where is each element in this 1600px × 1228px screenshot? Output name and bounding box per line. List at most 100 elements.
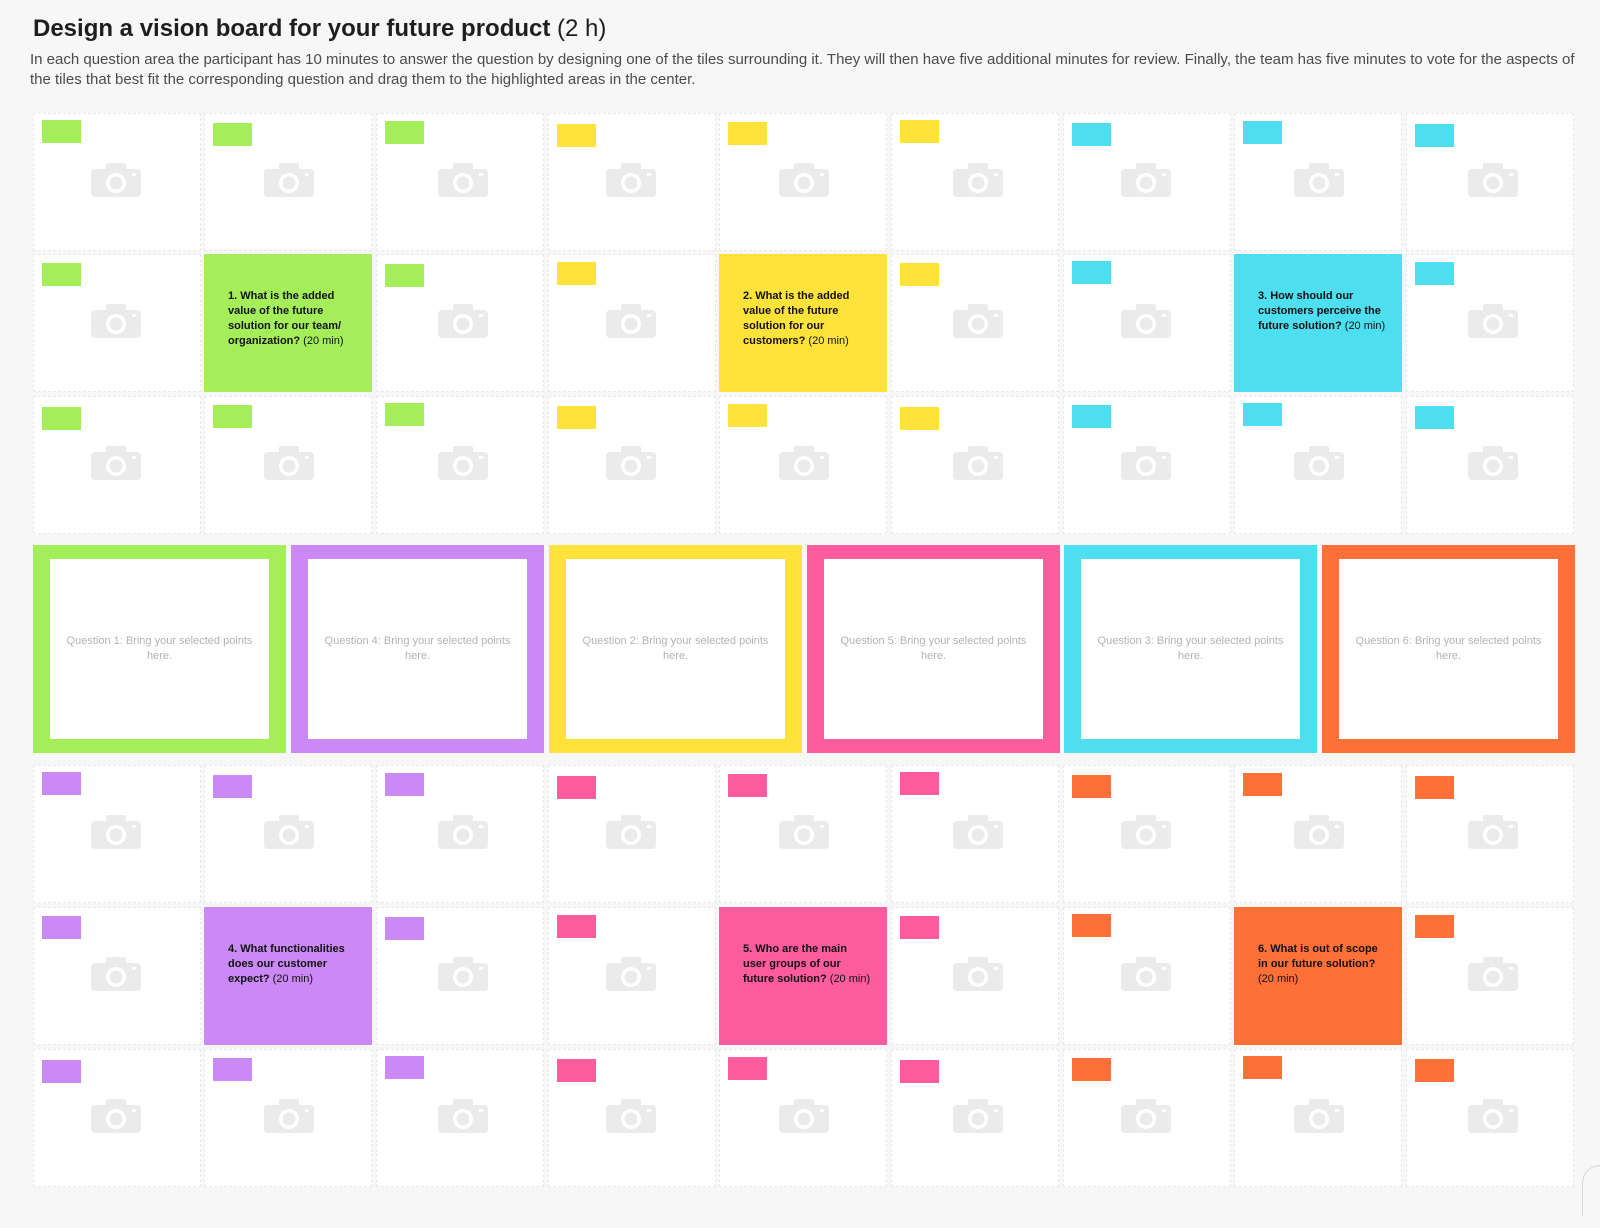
color-tag[interactable] <box>385 121 424 144</box>
color-tag[interactable] <box>213 775 252 798</box>
color-tag[interactable] <box>557 406 596 429</box>
tile-placeholder[interactable] <box>548 113 716 251</box>
color-tag[interactable] <box>42 407 81 430</box>
color-tag[interactable] <box>1415 1059 1454 1082</box>
tile-placeholder[interactable] <box>719 113 887 251</box>
color-tag[interactable] <box>1415 915 1454 938</box>
color-tag[interactable] <box>1243 121 1282 144</box>
tile-placeholder[interactable] <box>719 396 887 534</box>
color-tag[interactable] <box>900 120 939 143</box>
color-tag[interactable] <box>557 915 596 938</box>
question-note-5[interactable]: 5. Who are the main user groups of our f… <box>719 907 887 1045</box>
tile-placeholder[interactable] <box>1063 907 1231 1045</box>
color-tag[interactable] <box>900 1060 939 1083</box>
resize-handle[interactable] <box>1582 1165 1600 1216</box>
drop-zone-2[interactable]: Question 4: Bring your selected points h… <box>291 545 544 753</box>
color-tag[interactable] <box>1243 773 1282 796</box>
question-note-2[interactable]: 2. What is the added value of the future… <box>719 254 887 392</box>
color-tag[interactable] <box>900 916 939 939</box>
tile-placeholder[interactable] <box>33 1049 201 1187</box>
color-tag[interactable] <box>1072 123 1111 146</box>
tile-placeholder[interactable] <box>376 254 544 392</box>
drop-zone-3[interactable]: Question 2: Bring your selected points h… <box>549 545 802 753</box>
color-tag[interactable] <box>1415 406 1454 429</box>
tile-placeholder[interactable] <box>1234 765 1402 903</box>
tile-placeholder[interactable] <box>1234 113 1402 251</box>
tile-placeholder[interactable] <box>1406 254 1574 392</box>
color-tag[interactable] <box>557 262 596 285</box>
color-tag[interactable] <box>1072 405 1111 428</box>
tile-placeholder[interactable] <box>548 254 716 392</box>
color-tag[interactable] <box>42 772 81 795</box>
color-tag[interactable] <box>213 1058 252 1081</box>
tile-placeholder[interactable] <box>719 765 887 903</box>
question-note-1[interactable]: 1. What is the added value of the future… <box>204 254 372 392</box>
color-tag[interactable] <box>728 1057 767 1080</box>
tile-placeholder[interactable] <box>1063 254 1231 392</box>
tile-placeholder[interactable] <box>1063 396 1231 534</box>
color-tag[interactable] <box>1072 775 1111 798</box>
color-tag[interactable] <box>385 917 424 940</box>
color-tag[interactable] <box>1072 1058 1111 1081</box>
color-tag[interactable] <box>213 123 252 146</box>
tile-placeholder[interactable] <box>1406 396 1574 534</box>
question-note-4[interactable]: 4. What functionalities does our custome… <box>204 907 372 1045</box>
color-tag[interactable] <box>728 122 767 145</box>
color-tag[interactable] <box>1072 914 1111 937</box>
tile-placeholder[interactable] <box>891 113 1059 251</box>
tile-placeholder[interactable] <box>376 907 544 1045</box>
question-note-3[interactable]: 3. How should our customers perceive the… <box>1234 254 1402 392</box>
tile-placeholder[interactable] <box>376 113 544 251</box>
color-tag[interactable] <box>1415 124 1454 147</box>
question-note-6[interactable]: 6. What is out of scope in our future so… <box>1234 907 1402 1045</box>
tile-placeholder[interactable] <box>376 396 544 534</box>
color-tag[interactable] <box>42 1060 81 1083</box>
tile-placeholder[interactable] <box>204 396 372 534</box>
tile-placeholder[interactable] <box>204 765 372 903</box>
color-tag[interactable] <box>1415 776 1454 799</box>
color-tag[interactable] <box>42 120 81 143</box>
tile-placeholder[interactable] <box>376 765 544 903</box>
tile-placeholder[interactable] <box>204 1049 372 1187</box>
color-tag[interactable] <box>385 1056 424 1079</box>
drop-zone-6[interactable]: Question 6: Bring your selected points h… <box>1322 545 1575 753</box>
tile-placeholder[interactable] <box>33 765 201 903</box>
color-tag[interactable] <box>557 1059 596 1082</box>
color-tag[interactable] <box>728 774 767 797</box>
tile-placeholder[interactable] <box>891 765 1059 903</box>
drop-zone-5[interactable]: Question 3: Bring your selected points h… <box>1064 545 1317 753</box>
tile-placeholder[interactable] <box>33 907 201 1045</box>
tile-placeholder[interactable] <box>1063 765 1231 903</box>
tile-placeholder[interactable] <box>33 113 201 251</box>
color-tag[interactable] <box>900 772 939 795</box>
tile-placeholder[interactable] <box>891 907 1059 1045</box>
tile-placeholder[interactable] <box>548 396 716 534</box>
color-tag[interactable] <box>900 407 939 430</box>
tile-placeholder[interactable] <box>891 396 1059 534</box>
color-tag[interactable] <box>1243 403 1282 426</box>
color-tag[interactable] <box>900 263 939 286</box>
color-tag[interactable] <box>1415 262 1454 285</box>
tile-placeholder[interactable] <box>1406 1049 1574 1187</box>
color-tag[interactable] <box>557 124 596 147</box>
tile-placeholder[interactable] <box>548 1049 716 1187</box>
color-tag[interactable] <box>42 916 81 939</box>
color-tag[interactable] <box>728 404 767 427</box>
tile-placeholder[interactable] <box>719 1049 887 1187</box>
color-tag[interactable] <box>385 264 424 287</box>
drop-zone-4[interactable]: Question 5: Bring your selected points h… <box>807 545 1060 753</box>
color-tag[interactable] <box>42 263 81 286</box>
tile-placeholder[interactable] <box>33 396 201 534</box>
tile-placeholder[interactable] <box>548 765 716 903</box>
tile-placeholder[interactable] <box>891 254 1059 392</box>
color-tag[interactable] <box>213 405 252 428</box>
drop-zone-1[interactable]: Question 1: Bring your selected points h… <box>33 545 286 753</box>
tile-placeholder[interactable] <box>1406 113 1574 251</box>
color-tag[interactable] <box>385 403 424 426</box>
tile-placeholder[interactable] <box>33 254 201 392</box>
tile-placeholder[interactable] <box>1234 1049 1402 1187</box>
tile-placeholder[interactable] <box>376 1049 544 1187</box>
color-tag[interactable] <box>557 776 596 799</box>
tile-placeholder[interactable] <box>204 113 372 251</box>
tile-placeholder[interactable] <box>1063 113 1231 251</box>
